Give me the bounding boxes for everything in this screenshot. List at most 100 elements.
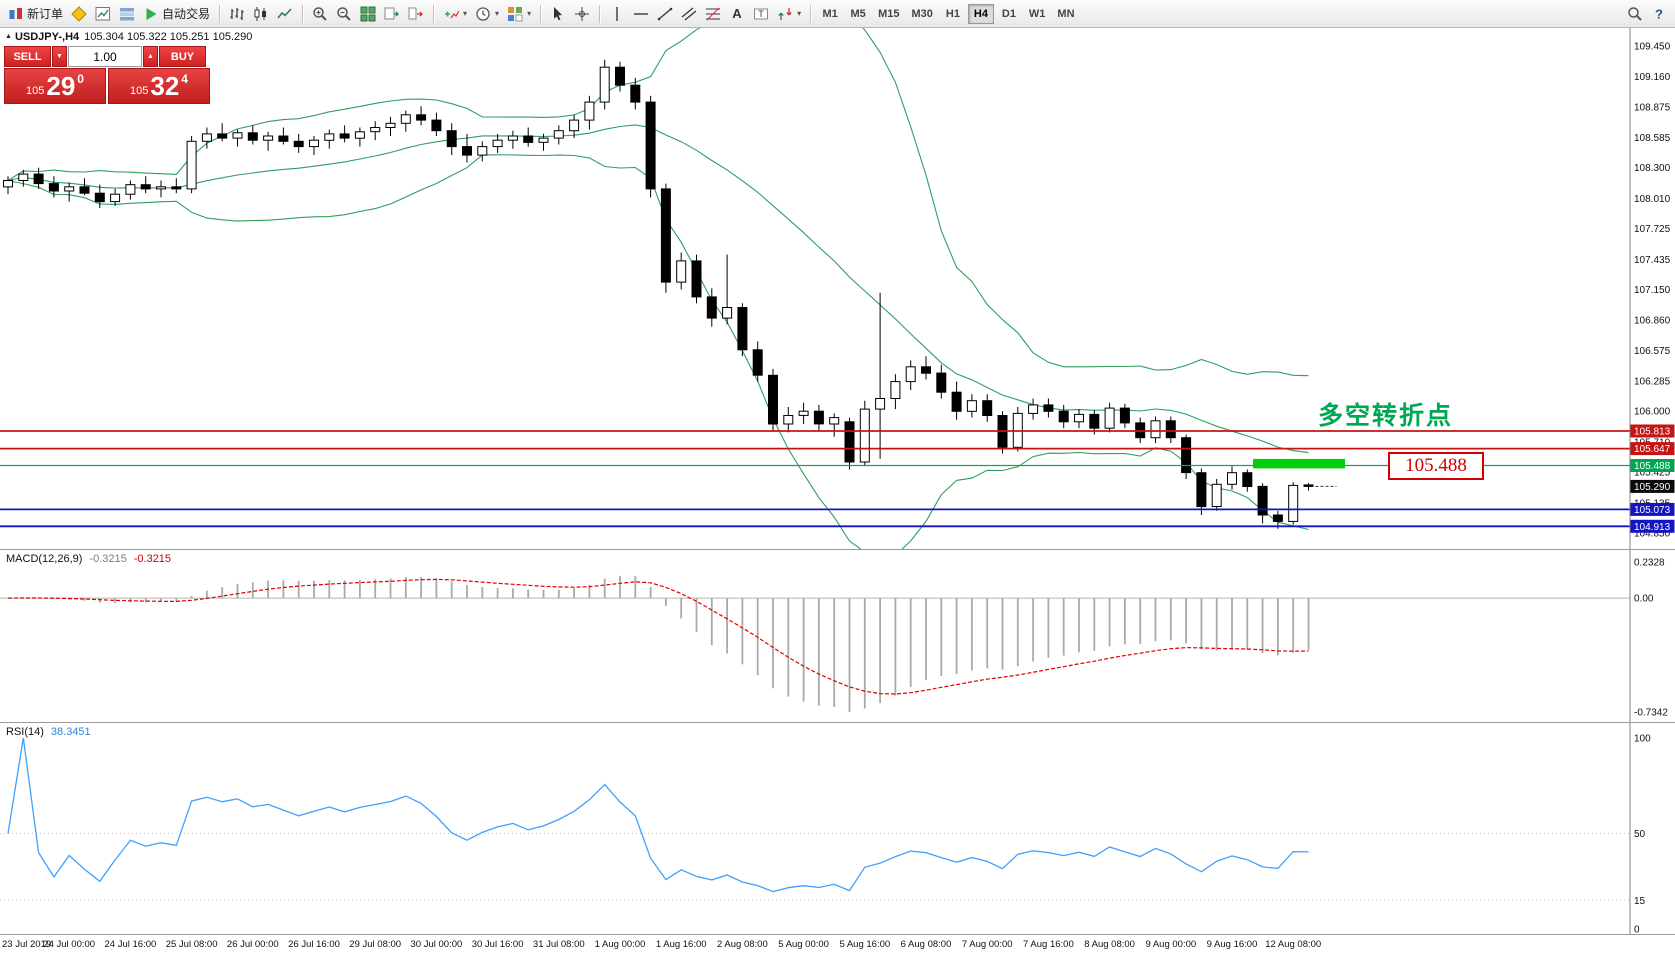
volume-input[interactable]	[68, 46, 142, 67]
price-tag-text: 105.488	[1634, 461, 1671, 472]
candle-body	[921, 366, 931, 374]
macd-label: MACD(12,26,9)	[6, 553, 83, 565]
tile-windows-button[interactable]	[356, 3, 380, 25]
candle-body	[1242, 472, 1253, 488]
candle-body	[263, 135, 274, 141]
line-chart-icon	[277, 6, 293, 22]
label-tool-button[interactable]: T	[749, 3, 773, 25]
new-chart-button[interactable]	[91, 3, 115, 25]
channel-tool-button[interactable]	[677, 3, 701, 25]
new-order-label: 新订单	[27, 7, 64, 21]
trendline-icon	[657, 6, 673, 22]
turning-point-annotation[interactable]: 多空转折点	[1318, 402, 1454, 430]
rsi-pane[interactable]: 100 50 15 0 RSI(14) 38.3451	[0, 722, 1675, 934]
timeframe-toolbar: M1 M5 M15 M30 H1 H4 D1 W1 MN	[816, 3, 1080, 24]
candle-body	[492, 139, 503, 148]
trendline-tool-button[interactable]	[653, 3, 677, 25]
candle-body	[982, 400, 993, 417]
vertical-line-tool-button[interactable]	[605, 3, 629, 25]
bar-chart-mode-button[interactable]	[225, 3, 249, 25]
price-axis-label: 106.575	[1634, 346, 1671, 357]
timeframe-m15-button[interactable]: M15	[873, 4, 904, 24]
timeframe-m1-button[interactable]: M1	[817, 4, 843, 24]
candle-body	[660, 188, 671, 283]
price-tag-text: 105.290	[1634, 482, 1671, 493]
auto-scroll-button[interactable]	[380, 3, 404, 25]
candlestick-mode-button[interactable]	[249, 3, 273, 25]
chart-shift-button[interactable]	[404, 3, 428, 25]
periods-button[interactable]: ▾	[471, 3, 503, 25]
zoom-out-icon	[336, 6, 352, 22]
timeframe-m5-button[interactable]: M5	[845, 4, 871, 24]
buy-button[interactable]: BUY	[159, 46, 206, 67]
fibonacci-tool-button[interactable]	[701, 3, 725, 25]
buy-price-button[interactable]: 105 32 4	[108, 68, 210, 104]
collapse-panel-icon[interactable]: ▲	[5, 33, 12, 40]
timeframe-mn-button[interactable]: MN	[1052, 4, 1079, 24]
main-chart-pane[interactable]: 109.450 109.160 108.875 108.585 108.300 108.0…	[0, 28, 1675, 549]
timeframe-m30-button[interactable]: M30	[907, 4, 938, 24]
timeframe-d1-button[interactable]: D1	[996, 4, 1022, 24]
candle-body	[538, 137, 549, 143]
sell-price-button[interactable]: 105 29 0	[4, 68, 106, 104]
metaeditor-button[interactable]	[67, 3, 91, 25]
candle-body	[3, 180, 13, 188]
macd-scale-label: -0.7342	[1634, 708, 1668, 719]
time-axis-label: 9 Aug 00:00	[1145, 939, 1197, 950]
chart-symbol: USDJPY-,H4	[14, 31, 80, 43]
candle-body	[523, 135, 534, 143]
zoom-in-button[interactable]	[308, 3, 332, 25]
crosshair-tool-button[interactable]	[570, 3, 594, 25]
volume-increase-button[interactable]: ▲	[143, 46, 158, 67]
candle-body	[354, 131, 365, 139]
price-axis-label: 104.850	[1634, 529, 1671, 540]
text-tool-button[interactable]: A	[725, 3, 749, 25]
timeframe-h1-button[interactable]: H1	[940, 4, 966, 24]
horizontal-line-tool-button[interactable]	[629, 3, 653, 25]
help-icon: ?	[1651, 6, 1667, 22]
candle-body	[278, 135, 289, 142]
candle-body	[813, 410, 824, 425]
price-axis-label: 107.435	[1634, 255, 1671, 266]
line-chart-mode-button[interactable]	[273, 3, 297, 25]
sell-button[interactable]: SELL	[4, 46, 51, 67]
macd-signal-line	[7, 578, 1309, 695]
candle-body	[1257, 485, 1268, 516]
candle-body	[507, 135, 518, 141]
price-axis-label: 106.000	[1634, 407, 1671, 418]
svg-text:?: ?	[1655, 6, 1663, 21]
candle-body	[615, 66, 625, 86]
candle-body	[1150, 420, 1161, 439]
templates-button[interactable]: ▾	[503, 3, 535, 25]
search-button[interactable]	[1623, 3, 1647, 25]
time-axis-label: 26 Jul 00:00	[226, 939, 279, 950]
main-toolbar: 新订单 自动交易 ▾ ▾ ▾ A T ▾ M1 M5 M15 M30 H1 H4 D1 W1 M…	[0, 0, 1675, 28]
indicators-button[interactable]: ▾	[439, 3, 471, 25]
highlight-rect-object[interactable]	[1253, 458, 1345, 469]
zoom-out-button[interactable]	[332, 3, 356, 25]
help-button[interactable]: ?	[1647, 3, 1671, 25]
candle-body	[1288, 484, 1299, 522]
profiles-button[interactable]	[115, 3, 139, 25]
volume-decrease-button[interactable]: ▼	[52, 46, 67, 67]
macd-pane[interactable]: 0.2328 0.00 -0.7342 MACD(12,26,9) -0.3215 -0…	[0, 549, 1675, 722]
rsi-scale-label: 50	[1634, 829, 1646, 840]
timeframe-h4-button[interactable]: H4	[967, 3, 994, 24]
arrows-tool-button[interactable]: ▾	[773, 3, 805, 25]
new-order-button[interactable]: 新订单	[4, 3, 67, 25]
candle-body	[752, 349, 763, 376]
rsi-header: RSI(14) 38.3451	[6, 726, 91, 738]
price-annotation-box[interactable]: 105.488	[1388, 452, 1484, 480]
candle-body	[370, 127, 381, 133]
candle-body	[1028, 404, 1039, 414]
autotrading-button[interactable]: 自动交易	[139, 3, 214, 25]
timeframe-w1-button[interactable]: W1	[1024, 4, 1051, 24]
time-axis-label: 25 Jul 08:00	[165, 939, 218, 950]
cursor-tool-button[interactable]	[546, 3, 570, 25]
toolbar-separator	[302, 4, 304, 23]
time-axis-label: 7 Aug 16:00	[1023, 939, 1074, 950]
candle-body	[125, 184, 136, 195]
time-axis[interactable]: 23 Jul 2019 24 Jul 00:00 24 Jul 16:00 25 Ju…	[0, 934, 1675, 954]
new-order-icon	[8, 6, 24, 22]
